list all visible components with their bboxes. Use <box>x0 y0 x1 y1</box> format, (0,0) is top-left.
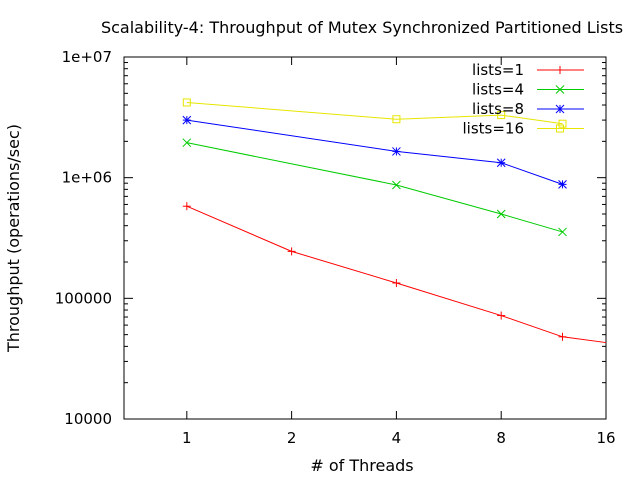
legend-label: lists=4 <box>472 81 524 99</box>
series-line <box>186 119 563 185</box>
marker-stroke <box>392 147 401 156</box>
data-point <box>558 227 567 237</box>
data-point <box>182 115 192 125</box>
y-tick-label: 10000 <box>64 410 112 428</box>
series-line <box>186 142 563 233</box>
marker-stroke <box>496 209 506 219</box>
marker-stroke <box>182 138 192 148</box>
y-tick-label: 100000 <box>55 289 112 307</box>
series-line <box>186 101 563 125</box>
marker-stroke <box>558 180 567 189</box>
marker-square <box>182 98 191 107</box>
marker-square <box>497 111 506 120</box>
series-lists-16 <box>182 98 567 128</box>
series-layer <box>182 98 607 344</box>
series-lists-8 <box>182 115 567 189</box>
y-tick-label: 1e+07 <box>62 48 112 66</box>
x-tick-label: 4 <box>392 429 402 447</box>
data-point <box>182 98 191 107</box>
x-tick-label: 2 <box>287 429 297 447</box>
marker-stroke <box>182 115 192 125</box>
series-line <box>186 205 607 344</box>
x-tick-label: 16 <box>596 429 615 447</box>
legend-label: lists=16 <box>462 120 524 138</box>
data-point <box>496 158 506 168</box>
series-lists-1 <box>182 202 607 344</box>
data-point <box>392 278 401 287</box>
y-tick-label: 1e+06 <box>62 169 112 187</box>
marker-stroke <box>496 158 506 168</box>
data-point <box>497 311 506 320</box>
data-point <box>182 202 191 211</box>
legend-marker <box>555 104 565 114</box>
data-point <box>287 247 296 256</box>
chart-title: Scalability-4: Throughput of Mutex Synch… <box>101 18 623 37</box>
series-lists-4 <box>182 138 567 237</box>
data-point <box>558 332 567 341</box>
plot-frame <box>123 56 607 420</box>
data-point <box>497 111 506 120</box>
marker-stroke <box>555 85 565 94</box>
x-axis-label: # of Threads <box>310 456 413 475</box>
marker-stroke <box>392 180 401 190</box>
data-point <box>558 180 567 189</box>
legend-label: lists=1 <box>472 61 524 79</box>
data-point <box>392 115 401 124</box>
marker-square <box>558 119 567 128</box>
data-point <box>558 119 567 128</box>
marker-stroke <box>555 104 565 114</box>
data-point <box>392 180 401 190</box>
data-point <box>392 147 401 156</box>
marker-square <box>556 124 564 133</box>
legend-marker <box>556 124 564 133</box>
marker-stroke <box>558 227 567 237</box>
data-point <box>182 138 192 148</box>
x-tick-label: 1 <box>182 429 192 447</box>
legend-marker <box>555 85 565 94</box>
y-axis-label: Throughput (operations/sec) <box>4 124 23 353</box>
axis-ticks: 1 2 4 8 16 10000 100000 1e+06 1e+07 <box>55 48 616 447</box>
legend-label: lists=8 <box>472 100 524 118</box>
legend-marker <box>556 66 564 74</box>
marker-square <box>392 115 401 124</box>
x-tick-label: 8 <box>496 429 506 447</box>
data-point <box>496 209 506 219</box>
